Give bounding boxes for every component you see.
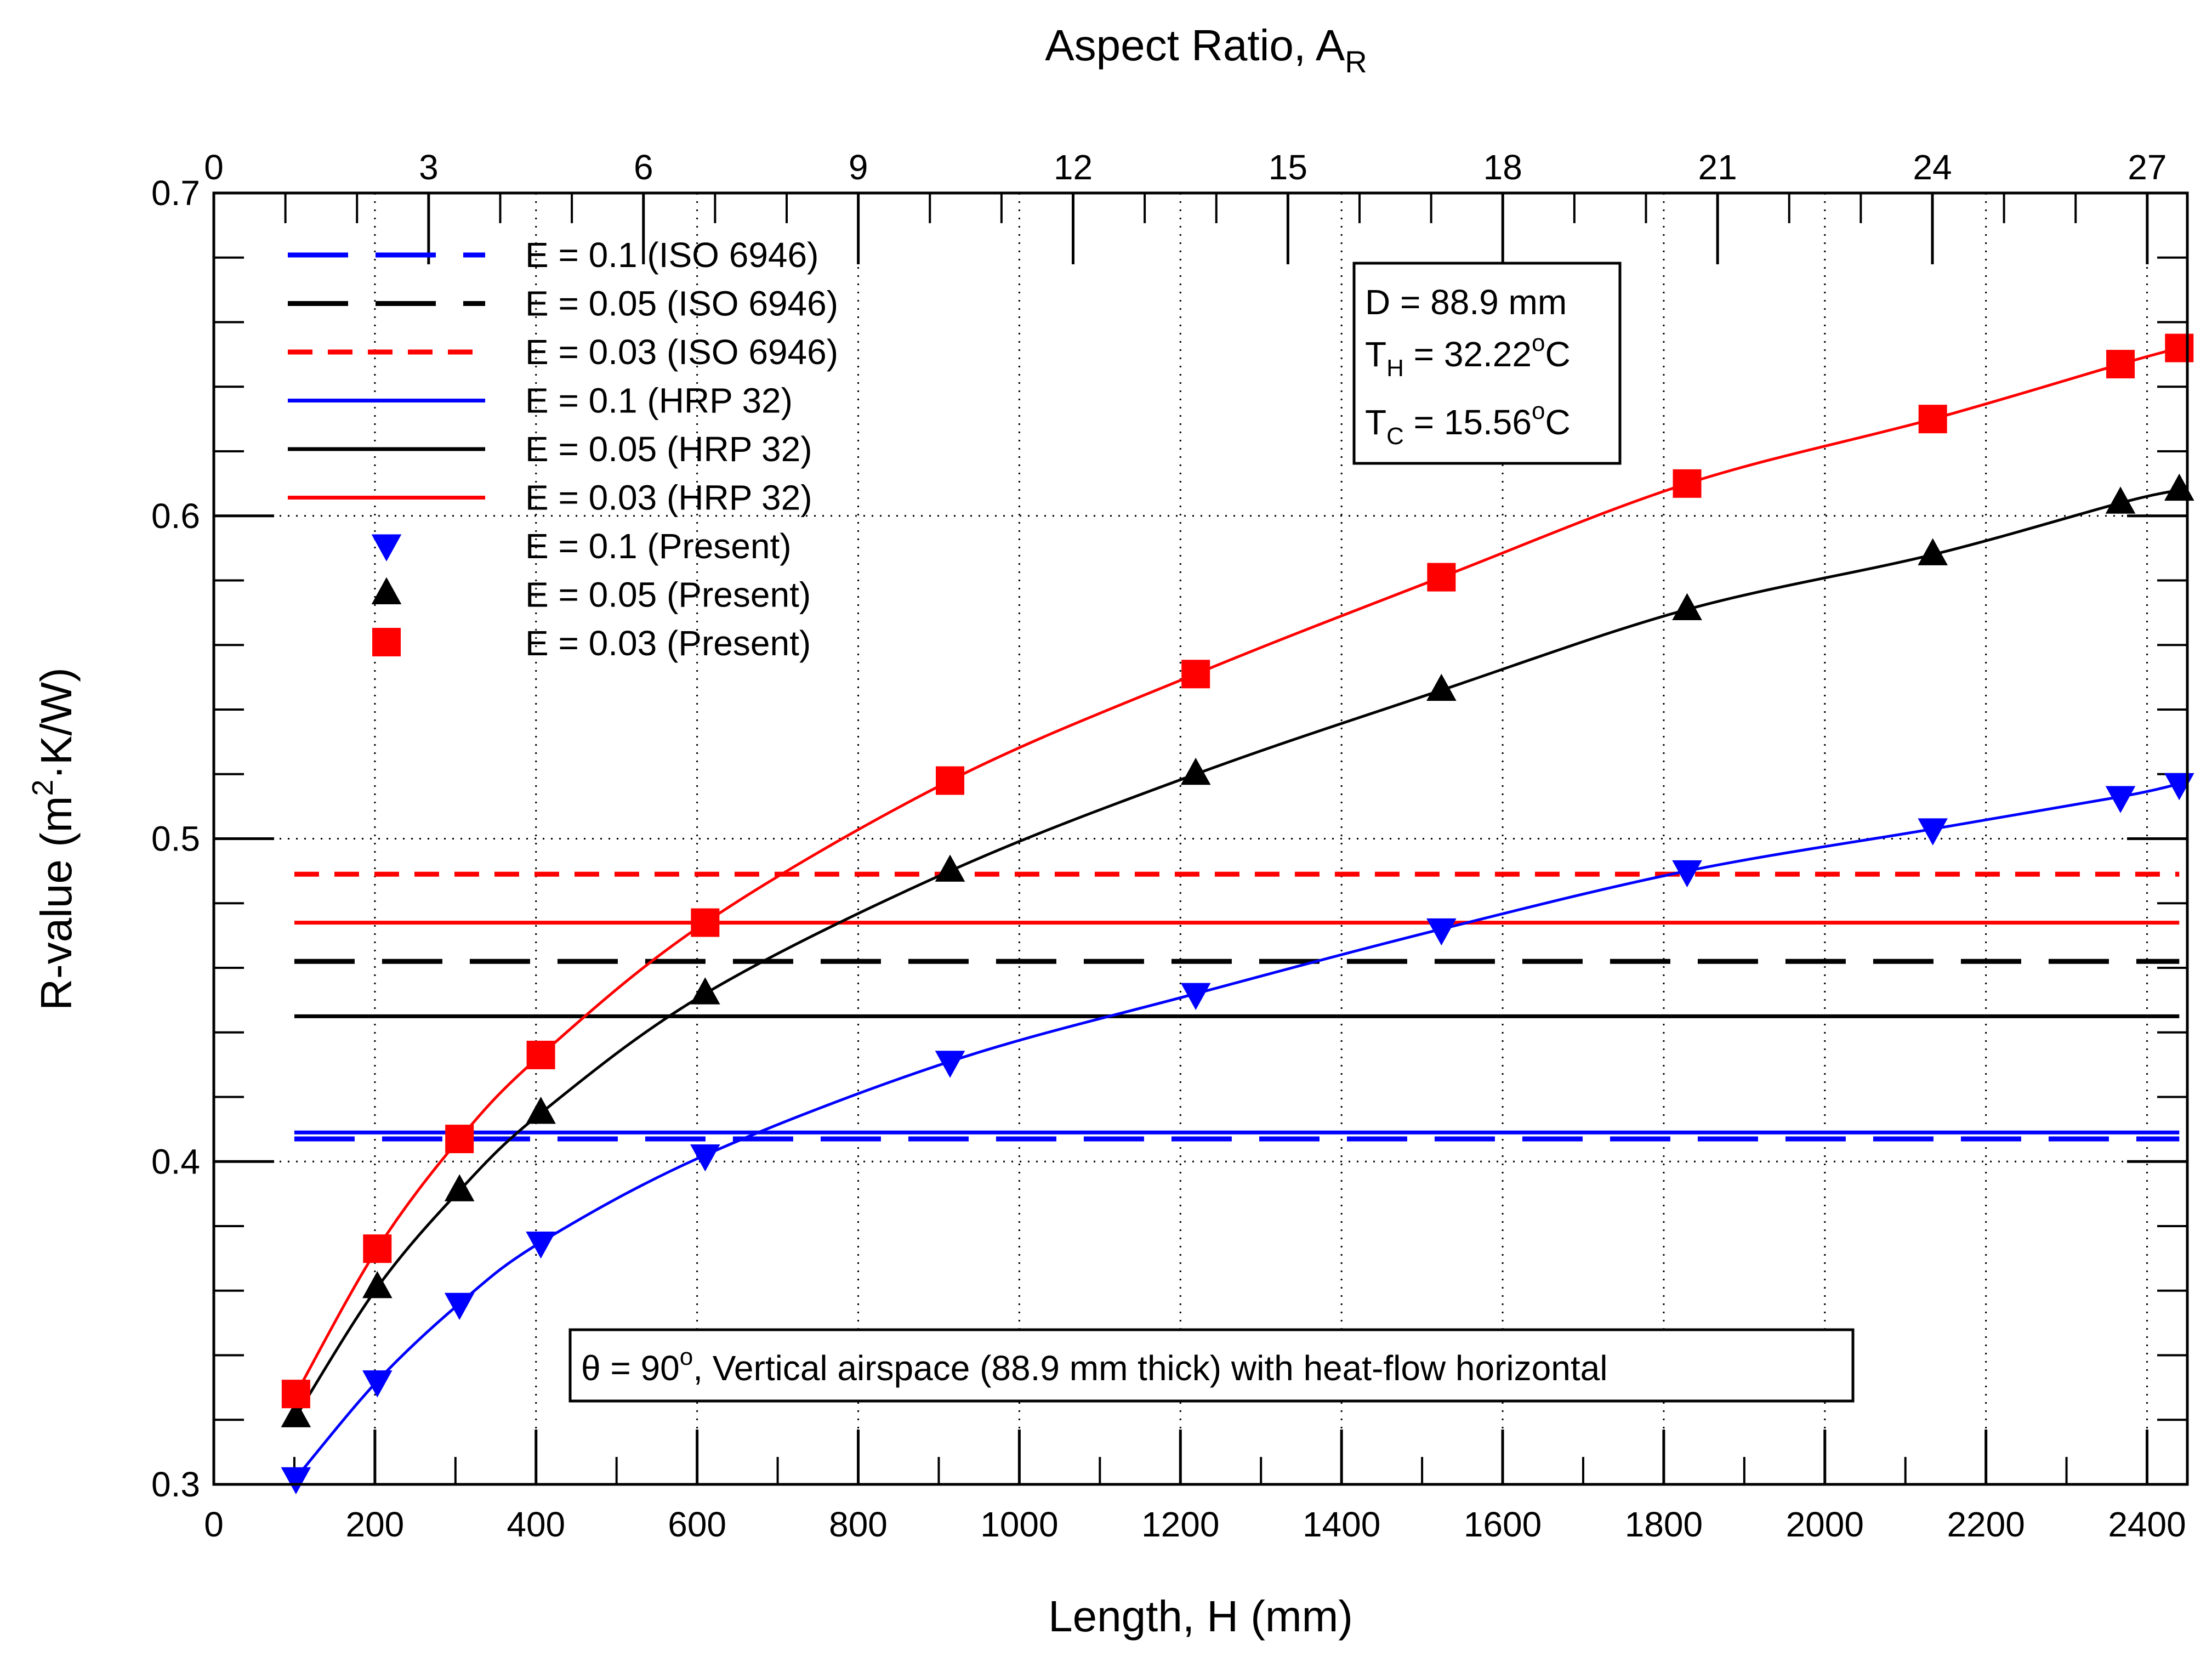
marker-triangle-up bbox=[371, 577, 402, 604]
legend-label: E = 0.05 (Present) bbox=[525, 575, 811, 615]
marker-triangle-up bbox=[526, 1097, 556, 1124]
legend-label: E = 0.1 (HRP 32) bbox=[525, 381, 793, 421]
box-cold-temp: TC = 15.56oC bbox=[1365, 398, 1571, 450]
y-tick-label: 0.6 bbox=[151, 496, 200, 536]
marker-triangle-up bbox=[2105, 486, 2136, 514]
marker-triangle-down bbox=[281, 1467, 311, 1495]
marker-triangle-up bbox=[1672, 593, 1702, 620]
top-tick-label: 27 bbox=[2128, 148, 2166, 187]
top-tick-label: 24 bbox=[1913, 148, 1952, 187]
marker-triangle-up bbox=[2164, 473, 2194, 501]
marker-triangle-down bbox=[2105, 786, 2136, 813]
marker-square bbox=[1673, 469, 1702, 498]
marker-triangle-up bbox=[935, 854, 965, 882]
marker-square bbox=[2165, 333, 2194, 362]
marker-square bbox=[445, 1125, 474, 1154]
y-tick-label: 0.4 bbox=[151, 1142, 200, 1181]
marker-triangle-up bbox=[362, 1271, 393, 1298]
marker-triangle-up bbox=[281, 1400, 311, 1427]
top-tick-label: 9 bbox=[849, 148, 868, 187]
marker-square bbox=[372, 628, 401, 656]
marker-triangle-down bbox=[371, 534, 402, 562]
marker-triangle-down bbox=[1918, 818, 1948, 846]
marker-square bbox=[1918, 405, 1947, 434]
x-tick-label: 0 bbox=[204, 1505, 224, 1544]
grid-layer bbox=[214, 193, 2187, 1484]
marker-square bbox=[936, 766, 965, 795]
y-tick-label: 0.7 bbox=[151, 173, 200, 213]
x-tick-label: 1000 bbox=[980, 1505, 1058, 1544]
x-tick-label: 1400 bbox=[1303, 1505, 1380, 1544]
legend-label: E = 0.1 (ISO 6946) bbox=[525, 235, 818, 275]
marker-triangle-up bbox=[444, 1174, 475, 1201]
orientation-note-frame bbox=[568, 1328, 1855, 1403]
x-tick-label: 2400 bbox=[2108, 1505, 2186, 1544]
marker-triangle-down bbox=[1672, 860, 1702, 888]
marker-triangle-up bbox=[1426, 673, 1457, 701]
marker-square bbox=[526, 1040, 555, 1069]
x-tick-label: 1600 bbox=[1464, 1505, 1542, 1544]
x-tick-label: 2000 bbox=[1786, 1505, 1864, 1544]
legend-label: E = 0.03 (Present) bbox=[525, 623, 811, 663]
marker-triangle-down bbox=[1180, 983, 1211, 1010]
x-tick-label: 800 bbox=[829, 1505, 888, 1544]
box-diameter: D = 88.9 mm bbox=[1365, 282, 1567, 322]
marker-square bbox=[1181, 660, 1210, 689]
legend: E = 0.1 (ISO 6946) E = 0.05 (ISO 6946) E =… bbox=[288, 235, 838, 663]
y-tick-label: 0.3 bbox=[151, 1465, 200, 1504]
x-tick-label: 1800 bbox=[1625, 1505, 1703, 1544]
marker-triangle-down bbox=[935, 1051, 965, 1078]
legend-label: E = 0.1 (Present) bbox=[525, 526, 792, 566]
series-layer bbox=[281, 333, 2194, 1495]
marker-square bbox=[691, 908, 720, 937]
marker-square bbox=[2106, 350, 2135, 379]
x-tick-label: 1200 bbox=[1141, 1505, 1219, 1544]
legend-label: E = 0.03 (HRP 32) bbox=[525, 478, 812, 518]
marker-square bbox=[281, 1380, 310, 1409]
y-axis-title: R-value (m2·K/W) bbox=[26, 667, 81, 1011]
y-tick-label: 0.5 bbox=[151, 819, 200, 859]
marker-square bbox=[1427, 563, 1456, 592]
marker-triangle-up bbox=[690, 977, 720, 1005]
top-tick-label: 0 bbox=[204, 148, 224, 187]
orientation-note: θ = 90o, Vertical airspace (88.9 mm thic… bbox=[568, 1328, 1855, 1403]
marker-triangle-down bbox=[690, 1144, 720, 1172]
top-axis-title: Aspect Ratio, AR bbox=[1045, 21, 1367, 79]
x-tick-label: 600 bbox=[668, 1505, 726, 1544]
marker-triangle-down bbox=[362, 1370, 393, 1398]
top-tick-label: 18 bbox=[1483, 148, 1522, 187]
parameter-box: D = 88.9 mm TH = 32.22oC TC = 15.56oC bbox=[1352, 262, 1622, 465]
top-tick-label: 3 bbox=[419, 148, 439, 187]
legend-label: E = 0.05 (ISO 6946) bbox=[525, 284, 838, 324]
marker-triangle-up bbox=[1918, 538, 1948, 565]
marker-triangle-up bbox=[1180, 757, 1211, 785]
marker-triangle-down bbox=[526, 1231, 556, 1259]
orientation-note-text: θ = 90o, Vertical airspace (88.9 mm thic… bbox=[581, 1343, 1607, 1388]
marker-triangle-down bbox=[1426, 918, 1457, 946]
top-tick-label: 15 bbox=[1269, 148, 1307, 187]
top-tick-label: 12 bbox=[1054, 148, 1093, 187]
marker-square bbox=[363, 1234, 392, 1263]
parameter-box-frame bbox=[1352, 262, 1622, 465]
x-axis-title: Length, H (mm) bbox=[1048, 1592, 1353, 1641]
legend-label: E = 0.03 (ISO 6946) bbox=[525, 332, 838, 372]
plot-frame bbox=[212, 191, 2189, 1486]
x-tick-label: 200 bbox=[345, 1505, 404, 1544]
legend-label: E = 0.05 (HRP 32) bbox=[525, 429, 812, 469]
x-tick-label: 2200 bbox=[1947, 1505, 2025, 1544]
marker-triangle-down bbox=[444, 1292, 475, 1320]
x-tick-label: 400 bbox=[507, 1505, 565, 1544]
top-tick-label: 21 bbox=[1698, 148, 1737, 187]
box-hot-temp: TH = 32.22oC bbox=[1365, 330, 1571, 382]
top-tick-label: 6 bbox=[634, 148, 653, 187]
